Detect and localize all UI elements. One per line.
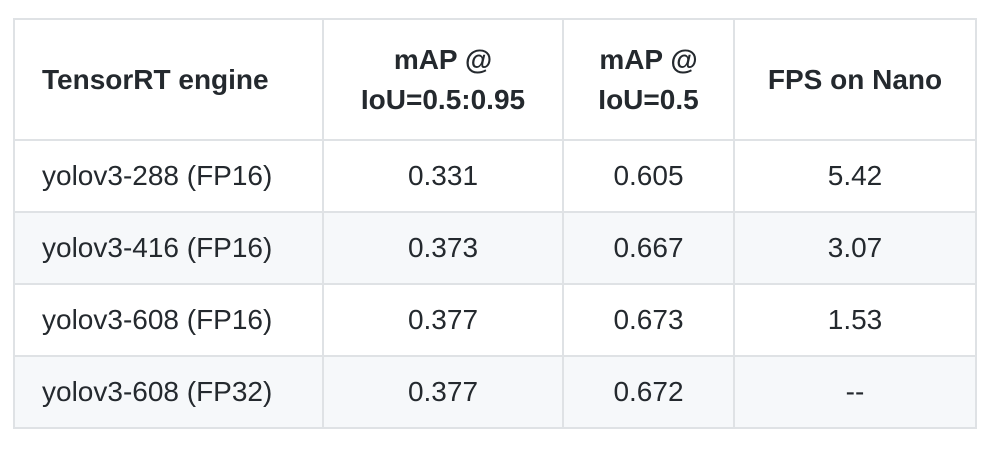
table-cell: 1.53 bbox=[733, 283, 977, 357]
table-row: yolov3-288 (FP16) 0.331 0.605 5.42 bbox=[13, 139, 977, 213]
table-cell: 0.373 bbox=[322, 211, 564, 285]
table-header: TensorRT engine mAP @ IoU=0.5:0.95 mAP @ I… bbox=[13, 18, 977, 141]
table-cell: 0.377 bbox=[322, 355, 564, 429]
table-cell: 0.331 bbox=[322, 139, 564, 213]
header-cell: mAP @ IoU=0.5:0.95 bbox=[322, 18, 564, 141]
table-cell: 5.42 bbox=[733, 139, 977, 213]
table-cell: yolov3-288 (FP16) bbox=[13, 139, 324, 213]
table-cell: 0.673 bbox=[562, 283, 735, 357]
table-cell: yolov3-608 (FP16) bbox=[13, 283, 324, 357]
table-cell: 0.672 bbox=[562, 355, 735, 429]
table-row: yolov3-608 (FP32) 0.377 0.672 -- bbox=[13, 355, 977, 429]
table-cell: yolov3-416 (FP16) bbox=[13, 211, 324, 285]
table-cell: -- bbox=[733, 355, 977, 429]
table-body: yolov3-288 (FP16) 0.331 0.605 5.42 yolov3-41… bbox=[13, 139, 977, 429]
table-cell: 0.667 bbox=[562, 211, 735, 285]
table-cell: yolov3-608 (FP32) bbox=[13, 355, 324, 429]
table-row: yolov3-416 (FP16) 0.373 0.667 3.07 bbox=[13, 211, 977, 285]
header-row: TensorRT engine mAP @ IoU=0.5:0.95 mAP @ I… bbox=[13, 18, 977, 141]
table-row: yolov3-608 (FP16) 0.377 0.673 1.53 bbox=[13, 283, 977, 357]
header-cell: FPS on Nano bbox=[733, 18, 977, 141]
header-cell: TensorRT engine bbox=[13, 18, 324, 141]
table-cell: 0.605 bbox=[562, 139, 735, 213]
table-cell: 0.377 bbox=[322, 283, 564, 357]
header-cell: mAP @ IoU=0.5 bbox=[562, 18, 735, 141]
table-cell: 3.07 bbox=[733, 211, 977, 285]
results-table: TensorRT engine mAP @ IoU=0.5:0.95 mAP @ I… bbox=[13, 18, 977, 429]
